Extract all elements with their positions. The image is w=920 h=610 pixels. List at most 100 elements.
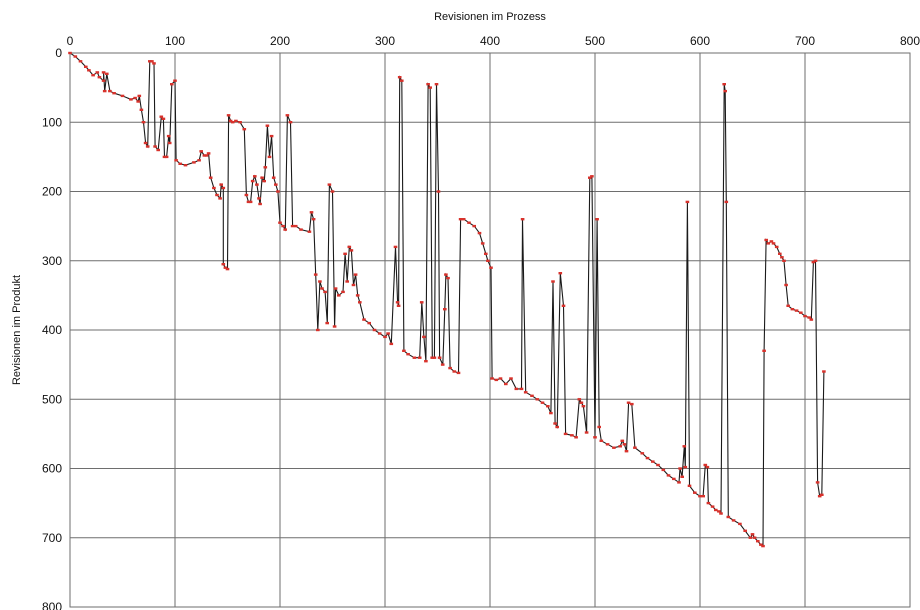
marker-layer bbox=[68, 51, 826, 548]
data-point bbox=[561, 304, 566, 307]
data-point bbox=[494, 378, 499, 382]
data-point bbox=[703, 463, 708, 467]
data-point bbox=[678, 467, 682, 470]
data-point bbox=[290, 224, 295, 228]
data-point bbox=[226, 114, 231, 117]
data-point bbox=[551, 280, 555, 283]
x-tick-label: 300 bbox=[375, 34, 395, 48]
data-point bbox=[620, 439, 625, 442]
data-point bbox=[219, 183, 223, 186]
data-point bbox=[133, 96, 137, 100]
data-point bbox=[813, 259, 818, 262]
data-point bbox=[743, 529, 747, 532]
data-point bbox=[343, 252, 347, 255]
data-point bbox=[73, 55, 78, 58]
data-point bbox=[748, 536, 753, 539]
data-point bbox=[91, 74, 95, 77]
data-point bbox=[372, 328, 377, 332]
data-point bbox=[215, 193, 219, 197]
data-point bbox=[349, 249, 354, 252]
data-point bbox=[419, 301, 424, 304]
data-point bbox=[330, 190, 335, 193]
data-point bbox=[320, 287, 324, 290]
data-point bbox=[723, 89, 727, 93]
x-tick-label: 200 bbox=[270, 34, 290, 48]
data-point bbox=[246, 200, 251, 204]
data-point bbox=[822, 370, 826, 373]
series-layer bbox=[69, 52, 825, 548]
data-point bbox=[666, 474, 671, 477]
data-point bbox=[341, 290, 345, 294]
data-point bbox=[230, 121, 235, 124]
data-point bbox=[274, 183, 278, 186]
y-tick-label: 500 bbox=[42, 392, 62, 406]
data-point bbox=[683, 465, 688, 469]
data-point bbox=[332, 325, 337, 328]
data-point bbox=[383, 335, 387, 339]
data-point bbox=[283, 228, 287, 231]
data-point bbox=[461, 218, 466, 221]
data-point bbox=[102, 89, 107, 93]
data-point bbox=[520, 218, 525, 221]
data-point bbox=[386, 332, 390, 335]
data-point bbox=[724, 200, 729, 204]
data-point bbox=[202, 154, 207, 157]
data-point bbox=[784, 283, 788, 287]
data-point bbox=[661, 468, 666, 472]
data-point bbox=[764, 238, 768, 242]
y-tick-label: 300 bbox=[42, 254, 62, 268]
y-tick-label: 400 bbox=[42, 323, 62, 337]
data-point bbox=[717, 510, 721, 513]
data-point bbox=[162, 155, 167, 159]
data-point bbox=[166, 134, 171, 138]
data-point bbox=[514, 387, 519, 391]
data-point bbox=[248, 200, 253, 204]
data-point bbox=[325, 321, 329, 325]
data-point bbox=[358, 301, 362, 304]
data-point bbox=[307, 230, 312, 233]
x-tick-label: 400 bbox=[480, 34, 500, 48]
data-point bbox=[208, 176, 213, 179]
data-point bbox=[458, 218, 463, 221]
data-point bbox=[397, 76, 402, 79]
data-point bbox=[535, 398, 540, 401]
data-point bbox=[299, 228, 303, 231]
data-point bbox=[95, 71, 100, 74]
data-point bbox=[428, 86, 432, 89]
data-point bbox=[444, 273, 448, 276]
data-point bbox=[402, 349, 406, 352]
data-point bbox=[424, 360, 428, 363]
data-point bbox=[555, 425, 559, 429]
data-point bbox=[234, 119, 238, 123]
data-point bbox=[143, 141, 148, 145]
data-point bbox=[622, 443, 627, 446]
data-point bbox=[167, 141, 172, 145]
data-point bbox=[78, 60, 83, 63]
data-point bbox=[490, 377, 494, 380]
data-point bbox=[309, 211, 314, 214]
data-point bbox=[558, 272, 563, 275]
y-tick-label: 800 bbox=[42, 600, 62, 610]
data-point bbox=[811, 260, 816, 264]
data-point bbox=[311, 218, 316, 221]
data-point bbox=[794, 309, 799, 312]
series-line bbox=[69, 52, 825, 548]
data-point bbox=[101, 71, 106, 74]
data-point bbox=[337, 294, 341, 297]
data-point bbox=[624, 450, 629, 453]
data-point bbox=[400, 79, 404, 82]
data-point bbox=[722, 83, 726, 86]
data-point bbox=[771, 242, 776, 245]
data-point bbox=[553, 422, 557, 425]
data-point bbox=[509, 377, 513, 380]
data-point bbox=[129, 98, 133, 101]
data-point bbox=[436, 190, 441, 193]
data-point bbox=[389, 342, 394, 346]
data-point bbox=[152, 62, 156, 65]
data-point bbox=[774, 245, 779, 249]
data-point bbox=[87, 69, 91, 72]
data-point bbox=[353, 273, 358, 276]
data-point bbox=[139, 108, 144, 111]
x-axis-title: Revisionen im Prozess bbox=[434, 11, 546, 23]
